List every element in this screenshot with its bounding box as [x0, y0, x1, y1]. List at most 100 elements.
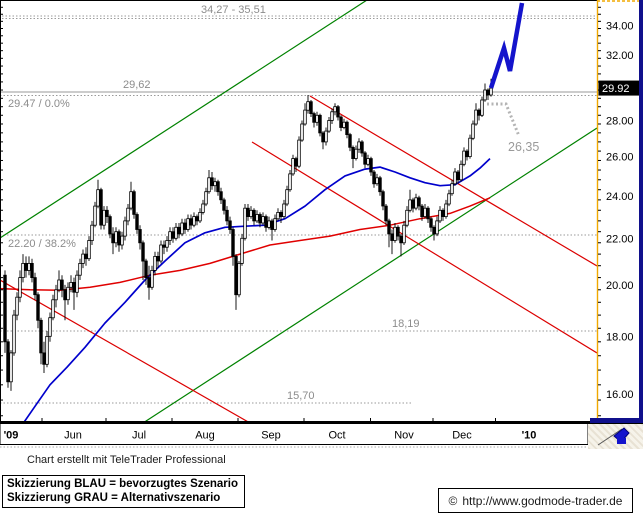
x-axis-label: Oct: [328, 430, 345, 442]
candle: [165, 236, 169, 252]
candle: [9, 350, 13, 391]
candle: [348, 132, 352, 152]
candle: [435, 216, 439, 237]
x-axis: '09 Jun Jul Aug Sep Oct Nov Dec '10: [0, 418, 589, 448]
level-label: 29.47 / 0.0%: [8, 98, 70, 110]
candle: [468, 134, 472, 159]
candle: [396, 225, 400, 241]
gray-scenario-label: 26,35: [508, 140, 539, 154]
candle: [216, 179, 220, 196]
candle: [75, 270, 79, 298]
candle: [297, 136, 301, 169]
candle: [198, 208, 202, 223]
y-axis-label: 24.00: [606, 191, 634, 203]
candle: [111, 227, 115, 255]
candle: [69, 275, 73, 293]
candle: [78, 258, 82, 280]
uptrend-green-2: [143, 127, 597, 422]
candle: [429, 216, 433, 232]
candle: [72, 277, 76, 310]
candle: [354, 145, 358, 161]
candle: [150, 265, 154, 290]
candle: [6, 339, 10, 388]
candle: [144, 258, 148, 285]
copyright-icon: ©: [448, 493, 458, 508]
candle: [99, 187, 103, 230]
y-axis-label: 32.00: [606, 50, 634, 62]
level-label: 34,27 - 35,51: [201, 4, 266, 16]
candle: [153, 251, 157, 276]
candle: [117, 229, 121, 252]
candle: [324, 127, 328, 146]
candlesticks: [3, 78, 493, 391]
x-axis-label: Nov: [394, 430, 414, 442]
candle: [285, 185, 289, 207]
candle: [237, 261, 241, 298]
candle: [303, 103, 307, 126]
candle: [45, 331, 49, 368]
level-label: 18,19: [392, 318, 420, 330]
candle: [39, 317, 43, 365]
plot-frame: [0, 0, 597, 424]
candle: [126, 204, 130, 226]
candle: [135, 212, 139, 234]
candle: [132, 189, 136, 219]
candle: [447, 189, 451, 207]
candle: [102, 206, 106, 230]
candle: [336, 105, 340, 121]
legend-line-gray: Skizzierung GRAU = Alternativszenario: [7, 492, 221, 504]
candle: [378, 175, 382, 196]
candle: [54, 284, 58, 308]
y-axis-label: 26.00: [606, 152, 634, 164]
blue-scenario-arrow: [488, 2, 525, 89]
candle: [360, 140, 364, 157]
x-axis-label: Jun: [64, 430, 82, 442]
downtrend-red-3: [251, 141, 597, 354]
candle: [93, 201, 97, 228]
candle: [204, 187, 208, 207]
level-lines: [0, 15, 597, 404]
y-axis-label: 18.00: [606, 331, 634, 343]
pushpin-icon: [597, 427, 630, 446]
candle: [138, 225, 142, 250]
x-axis-label: Dec: [452, 430, 472, 442]
x-axis-label: '10: [522, 430, 537, 442]
candle: [282, 199, 286, 219]
current-price-badge: [598, 80, 640, 96]
candle: [159, 240, 163, 264]
candle: [12, 309, 16, 356]
candle: [369, 156, 373, 176]
y-axis: 34.00 32.00 28.00 26.00 24.00 22.00 20.00 18.00…: [596, 0, 643, 425]
uptrend-green-1: [0, 1, 367, 239]
candle: [240, 233, 244, 266]
candle: [228, 216, 232, 234]
candle: [225, 206, 229, 226]
candle: [81, 249, 85, 269]
candle: [120, 231, 124, 250]
level-label: 15,70: [287, 390, 315, 402]
candle: [123, 216, 127, 241]
price-chart[interactable]: 26,35 34,27 - 35,51 29,62 29.47 / 0.0% 22.20…: [0, 0, 643, 448]
candle: [405, 206, 409, 228]
candle: [255, 210, 259, 223]
candle: [84, 247, 88, 266]
background: [0, 0, 643, 448]
candle: [384, 204, 388, 226]
candle: [219, 187, 223, 204]
x-axis-label: Jul: [132, 430, 146, 442]
corner-grip[interactable]: [588, 423, 643, 449]
y-axis-label: 22.00: [606, 233, 634, 245]
candle: [60, 275, 64, 298]
candle: [231, 227, 235, 266]
chart-credit-text: Chart erstellt mit TeleTrader Profession…: [27, 454, 226, 466]
y-axis-label: 34.00: [606, 21, 634, 33]
level-label: 29,62: [123, 79, 151, 91]
window-border: [590, 0, 643, 426]
candle: [90, 220, 94, 245]
candle: [51, 294, 55, 321]
candle: [87, 236, 91, 261]
candle: [300, 120, 304, 142]
candle: [33, 272, 37, 300]
website-url[interactable]: http://www.godmode-trader.de: [462, 493, 623, 508]
candle: [471, 120, 475, 141]
